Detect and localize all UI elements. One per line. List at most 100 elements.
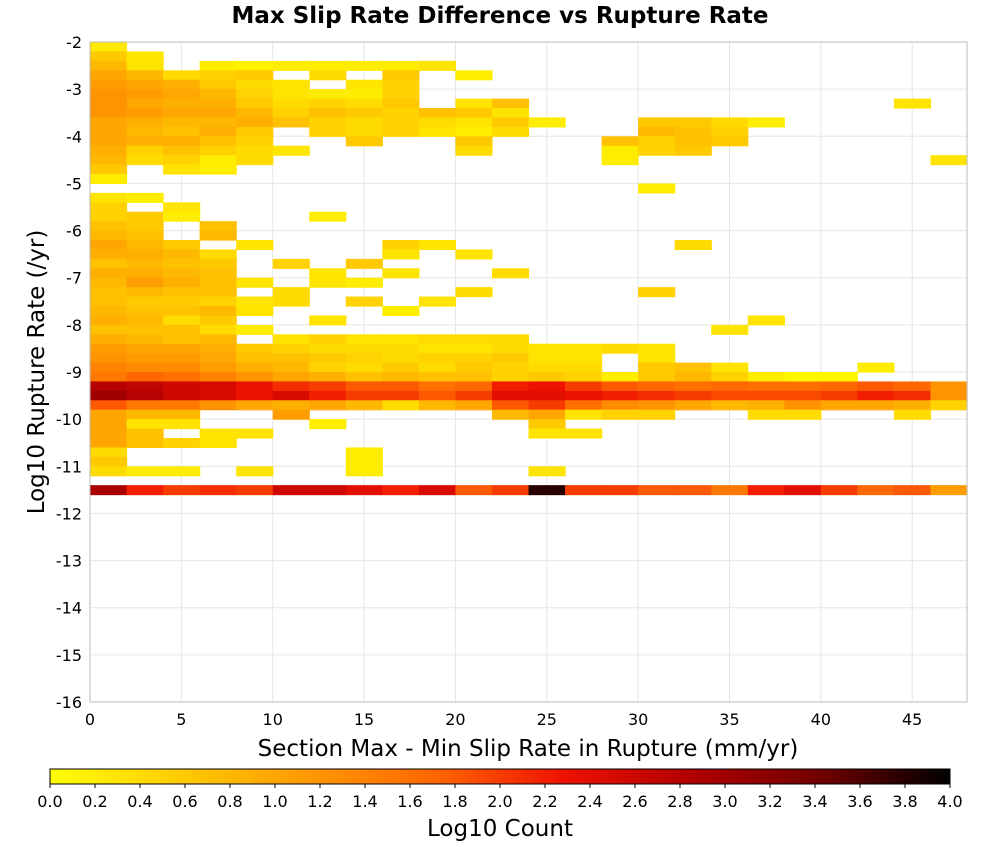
heatmap-cell [199,89,237,100]
heatmap-cell [236,381,274,392]
heatmap-cell [199,324,237,335]
colorbar-tick-label: 0.8 [217,792,242,811]
heatmap-cell [163,381,201,392]
heatmap-cell [163,343,201,354]
heatmap-cell [126,277,164,288]
heatmap-cell [455,249,493,260]
heatmap-cell [601,136,639,147]
heatmap-cell [163,306,201,317]
heatmap-cell [90,324,128,335]
heatmap-cell [90,98,128,109]
heatmap-cell [199,306,237,317]
y-tick-label: -14 [56,599,82,618]
heatmap-cell [126,419,164,430]
heatmap-cell [747,372,785,383]
heatmap-cell [163,98,201,109]
heatmap-cell [126,136,164,147]
heatmap-cell [309,343,347,354]
y-tick-label: -3 [66,80,82,99]
colorbar-tick-label: 2.4 [577,792,602,811]
heatmap-cell [199,362,237,373]
heatmap-cell [309,108,347,119]
heatmap-cell [455,400,493,411]
heatmap-cell [455,98,493,109]
colorbar-tick-label: 3.0 [712,792,737,811]
heatmap-cell [163,334,201,345]
heatmap-cell [272,353,310,364]
heatmap-cell [638,372,676,383]
heatmap-cell [90,428,128,439]
heatmap-cell [236,155,274,166]
heatmap-cell [236,466,274,477]
heatmap-cell [382,79,420,90]
heatmap-cell [163,211,201,222]
heatmap-cell [638,117,676,128]
heatmap-cell [528,419,566,430]
heatmap-cell [638,353,676,364]
heatmap-cell [236,306,274,317]
heatmap-cell [90,117,128,128]
heatmap-cell [309,117,347,128]
colorbar-tick-label: 2.8 [667,792,692,811]
colorbar-tick-label: 3.8 [892,792,917,811]
heatmap-cell [199,268,237,279]
heatmap-cell [236,390,274,401]
heatmap-cell [528,343,566,354]
colorbar-ticks: 0.0 0.2 0.4 0.6 0.8 1.0 1.2 1.4 1.6 1.8 2.0 2.2 2.4 2… [37,784,963,811]
heatmap-cell [163,277,201,288]
heatmap-cell [90,353,128,364]
heatmap-cell [418,353,457,364]
heatmap-cell [90,164,128,175]
heatmap-cell [638,381,676,392]
heatmap-cell [382,240,420,251]
heatmap-cell [236,136,274,147]
heatmap-cell [90,334,128,345]
heatmap-cell [126,211,164,222]
heatmap-cell [90,126,128,137]
heatmap-cell [674,240,712,251]
heatmap-cell [309,89,347,100]
heatmap-cell [418,334,457,345]
colorbar-tick-label: 1.6 [397,792,422,811]
heatmap-cell [90,362,128,373]
heatmap-cell [90,89,128,100]
colorbar-tick-label: 3.2 [757,792,782,811]
heatmap-cell [272,145,310,156]
heatmap-cell [272,381,310,392]
heatmap-cell [126,117,164,128]
colorbar-tick-label: 4.0 [937,792,962,811]
heatmap-cell [163,296,201,307]
heatmap-cell [674,485,712,496]
heatmap-cell [272,400,310,411]
heatmap-cell [418,240,457,251]
heatmap-cell [199,287,237,298]
heatmap-cell [309,372,347,383]
heatmap-cell [163,466,201,477]
heatmap-cell [820,390,858,401]
heatmap-cell [418,381,457,392]
heatmap-cell [382,390,420,401]
heatmap-cell [90,42,128,53]
heatmap-cell [90,155,128,166]
y-tick-label: -5 [66,174,82,193]
heatmap-cell [236,428,274,439]
colorbar-tick-label: 1.8 [442,792,467,811]
heatmap-cell [601,343,639,354]
heatmap-cell [345,343,383,354]
heatmap-cell [163,400,201,411]
heatmap-cell [90,145,128,156]
heatmap-cell [565,409,603,420]
x-tick-label: 5 [176,710,186,729]
heatmap-cell [199,60,237,71]
heatmap-cell [784,381,822,392]
y-tick-label: -15 [56,646,82,665]
colorbar-tick-label: 3.6 [847,792,872,811]
heatmap-cell [163,126,201,137]
heatmap-cell [455,353,493,364]
heatmap-cell [90,249,128,260]
heatmap-cell [199,353,237,364]
heatmap-cell [199,230,237,241]
heatmap-cell [90,174,128,185]
heatmap-cell [199,258,237,269]
